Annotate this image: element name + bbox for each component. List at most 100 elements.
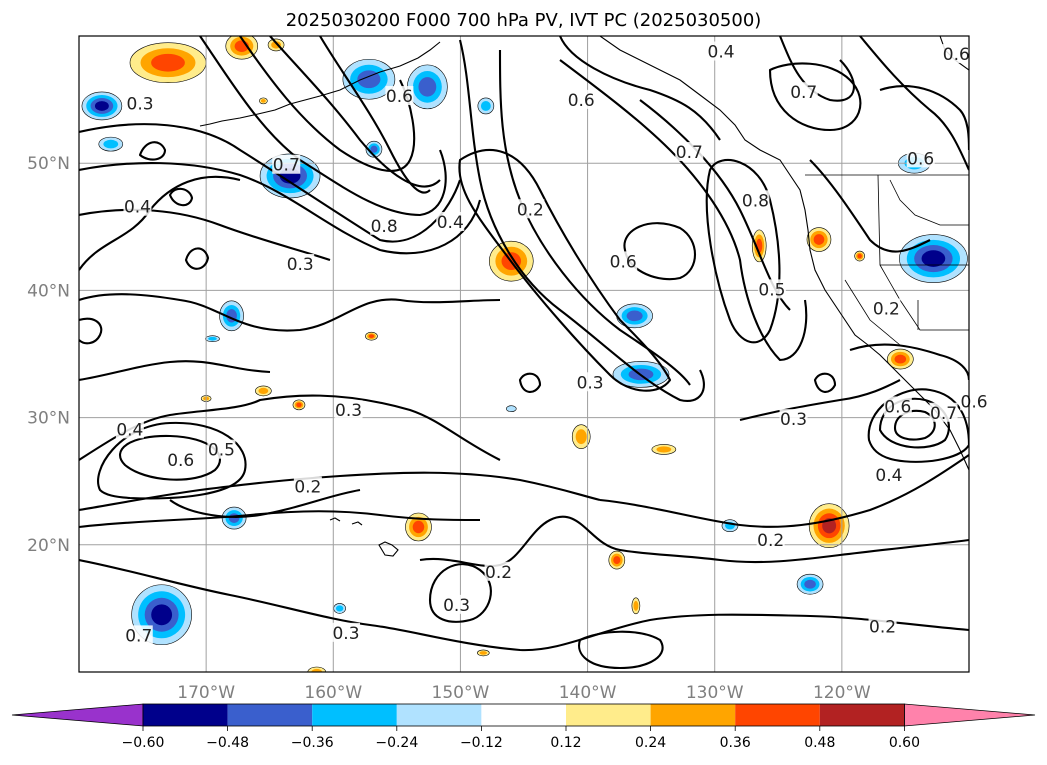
colorbar-tick-label: 0.36 bbox=[720, 735, 751, 751]
contour-line bbox=[239, 36, 416, 172]
contour-label: 0.2 bbox=[294, 478, 321, 498]
colorbar-segment bbox=[312, 704, 397, 726]
contour-label-background bbox=[779, 409, 808, 429]
pv-anomaly-blob bbox=[616, 303, 653, 329]
contour-label: 0.7 bbox=[930, 404, 957, 424]
contour-label-background bbox=[942, 44, 971, 64]
pv-anomaly-fills bbox=[81, 36, 968, 672]
contour-label: 0.6 bbox=[610, 252, 637, 272]
contour-label-background bbox=[576, 372, 605, 392]
contour-label: 0.2 bbox=[873, 299, 900, 319]
contour-line bbox=[199, 36, 447, 217]
pv-anomaly-band bbox=[412, 520, 425, 534]
contour-line bbox=[428, 563, 492, 623]
pv-anomaly-blob bbox=[854, 250, 865, 262]
contour-line bbox=[739, 379, 901, 422]
contour-line bbox=[79, 123, 461, 243]
contour-label-background bbox=[883, 396, 912, 416]
pv-anomaly-blob bbox=[631, 597, 641, 615]
contour-line bbox=[458, 149, 672, 392]
pv-anomaly-blob bbox=[81, 91, 123, 121]
contour-label: 0.2 bbox=[485, 563, 512, 583]
pv-anomaly-blob bbox=[899, 234, 968, 283]
contour-line bbox=[623, 222, 696, 281]
pv-anomaly-band bbox=[258, 387, 269, 394]
pv-anomaly-band bbox=[296, 402, 302, 408]
contour-label: 0.3 bbox=[443, 596, 470, 616]
pv-anomaly-blob bbox=[219, 300, 244, 332]
contour-line bbox=[79, 471, 601, 512]
colorbar-tick-label: −0.36 bbox=[291, 735, 334, 751]
pv-anomaly-blob bbox=[342, 58, 396, 100]
contour-label-background bbox=[960, 391, 989, 411]
contour-label-background bbox=[272, 154, 301, 174]
pv-anomaly-band bbox=[613, 556, 621, 565]
colorbar-segment bbox=[227, 704, 313, 726]
pv-anomaly-blob bbox=[205, 335, 220, 343]
colorbar-tick-label: −0.48 bbox=[206, 735, 249, 751]
map-frame bbox=[78, 35, 970, 673]
contour-label: 0.7 bbox=[676, 143, 703, 163]
contour-label-background bbox=[707, 41, 736, 61]
contour-line bbox=[768, 62, 862, 132]
contour-line bbox=[559, 36, 721, 141]
contour-line bbox=[578, 630, 664, 670]
pv-anomaly-band bbox=[357, 70, 381, 89]
pv-anomaly-blob bbox=[477, 649, 490, 657]
pv-anomaly-blob bbox=[571, 424, 591, 449]
map-title: 2025030200 F000 700 hPa PV, IVT PC (2025… bbox=[285, 10, 762, 31]
contour-line bbox=[498, 49, 691, 386]
contour-label-background bbox=[124, 625, 153, 645]
pv-anomaly-blob bbox=[887, 348, 914, 370]
contour-label: 0.4 bbox=[437, 213, 464, 233]
graticule bbox=[79, 36, 969, 672]
pv-anomaly-band bbox=[208, 336, 217, 341]
longitude-tick-label: 170°W bbox=[177, 683, 235, 703]
pv-anomaly-blob bbox=[721, 519, 739, 533]
contour-line bbox=[79, 394, 501, 461]
contour-label: 0.2 bbox=[757, 531, 784, 551]
contour-label-background bbox=[757, 279, 786, 299]
contour-label-background bbox=[334, 400, 363, 420]
contour-label-background bbox=[516, 199, 545, 219]
colorbar-tick-label: 0.48 bbox=[804, 735, 835, 751]
colorbar-frame bbox=[142, 703, 905, 727]
contour-line bbox=[97, 421, 247, 500]
pv-anomaly-band bbox=[103, 139, 119, 149]
contour-label-background bbox=[207, 439, 236, 459]
contour-label-background bbox=[756, 529, 785, 549]
colorbar-segment bbox=[566, 704, 651, 726]
contour-line bbox=[859, 36, 969, 171]
contour-label-background bbox=[293, 476, 322, 496]
contour-line bbox=[79, 317, 103, 345]
colorbar-tick-label: 0.24 bbox=[635, 735, 666, 751]
pv-anomaly-blob bbox=[796, 573, 824, 595]
pv-anomaly-band bbox=[311, 668, 323, 672]
pv-anomaly-blob bbox=[407, 64, 448, 110]
contour-label: 0.6 bbox=[884, 397, 911, 417]
latitude-tick-label: 40°N bbox=[27, 281, 70, 301]
pv-anomaly-band bbox=[857, 253, 862, 259]
contour-line bbox=[79, 360, 271, 382]
contour-label-background bbox=[286, 253, 315, 273]
contour-label: 0.5 bbox=[758, 280, 785, 300]
longitude-tick-label: 140°W bbox=[559, 683, 617, 703]
contour-label-background bbox=[442, 594, 471, 614]
pv-anomaly-blob bbox=[221, 506, 247, 530]
contour-line bbox=[518, 372, 542, 393]
contour-label-background bbox=[484, 561, 513, 581]
colorbar-segment bbox=[396, 704, 482, 726]
pv-anomaly-blob bbox=[612, 361, 670, 388]
contour-label: 0.3 bbox=[332, 624, 359, 644]
contour-label-background bbox=[789, 82, 818, 102]
pv-anomaly-blob bbox=[365, 331, 378, 341]
colorbar-tick-label: −0.12 bbox=[460, 735, 503, 751]
contour-line bbox=[79, 510, 481, 529]
contour-label: 0.3 bbox=[127, 95, 154, 115]
contour-line bbox=[168, 187, 194, 207]
contour-label-background bbox=[123, 196, 152, 216]
contour-line bbox=[169, 488, 361, 518]
colorbar-tick-label: 0.12 bbox=[550, 735, 581, 751]
contour-label: 0.2 bbox=[517, 200, 544, 220]
